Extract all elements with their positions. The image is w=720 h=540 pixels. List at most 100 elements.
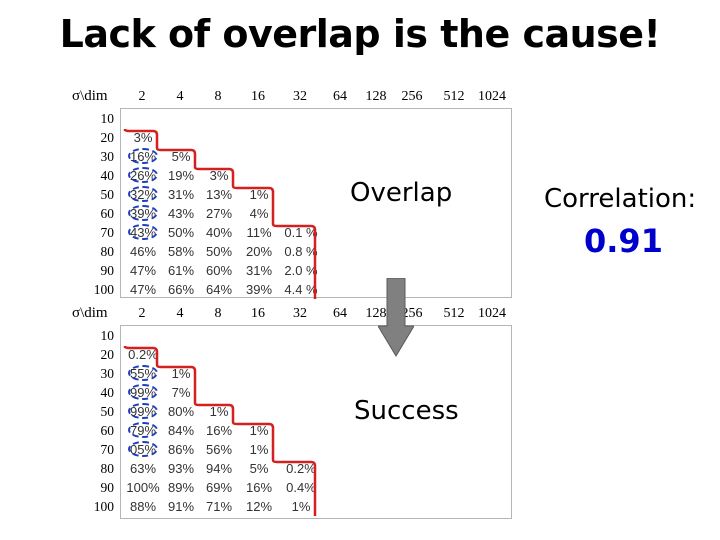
table-cell: 61% — [167, 263, 195, 278]
header-dim-32: 32 — [293, 89, 307, 104]
table-cell: 31% — [245, 263, 273, 278]
table-cell: 39% — [245, 282, 273, 297]
highlight-oval — [128, 403, 158, 419]
table-cell: 5% — [171, 149, 191, 164]
table-cell: 12% — [245, 499, 273, 514]
table-cell: 84% — [167, 423, 195, 438]
table-cell: 50% — [167, 225, 195, 240]
table-cell: 1% — [209, 404, 229, 419]
correlation-label: Correlation: — [544, 184, 697, 214]
table-cell: 0.4% — [286, 480, 316, 495]
table-cell: 46% — [129, 244, 157, 259]
staircase-path — [123, 345, 317, 516]
table-cell: 80% — [167, 404, 195, 419]
down-arrow-icon — [378, 278, 414, 357]
table-cell: 0.2% — [128, 347, 158, 362]
header-dim-1024: 1024 — [478, 89, 506, 104]
row-label-70: 70 — [100, 442, 115, 457]
highlight-oval — [128, 365, 158, 381]
table-cell: 19% — [167, 168, 195, 183]
header-sigma-dim-label: σ\dim — [72, 305, 108, 321]
row-label-80: 80 — [100, 461, 115, 476]
table-cell: 20% — [245, 244, 273, 259]
overlap-table-box: 3% 16% 5% 26% 19% 3% 32% 31% 13% 1% 39% 43% 27% 4% 43%… — [120, 108, 512, 299]
row-label-100: 100 — [93, 282, 114, 297]
table-cell: 1% — [171, 366, 191, 381]
success-table-header: σ\dim 2 4 8 16 32 64 128 256 512 1024 — [70, 303, 518, 325]
table-cell: 13% — [205, 187, 233, 202]
header-dim-128: 128 — [365, 306, 387, 321]
highlight-oval — [128, 186, 158, 202]
table-cell: 89% — [167, 480, 195, 495]
table-cell: 1% — [249, 442, 269, 457]
table-cell: 47% — [129, 282, 157, 297]
table-cell: 1% — [291, 499, 311, 514]
table-cell: 31% — [167, 187, 195, 202]
header-dim-32: 32 — [293, 306, 307, 321]
table-cell: 16% — [245, 480, 273, 495]
row-label-50: 50 — [100, 187, 115, 202]
highlight-oval — [128, 205, 158, 221]
table-cell: 0.8 % — [284, 244, 318, 259]
table-cell: 93% — [167, 461, 195, 476]
row-label-80: 80 — [100, 244, 115, 259]
overlap-table-header: σ\dim 2 4 8 16 32 64 128 256 512 1024 — [70, 86, 518, 108]
table-cell: 43% — [167, 206, 195, 221]
table-cell: 64% — [205, 282, 233, 297]
header-dim-2: 2 — [138, 89, 146, 104]
header-dim-64: 64 — [333, 306, 347, 321]
highlight-oval — [128, 384, 158, 400]
row-label-60: 60 — [100, 206, 115, 221]
row-label-30: 30 — [100, 149, 115, 164]
success-table-box: 0.2% 55% 1% 99% 7% 99% 80% 1% 79% 84% 16% 1% 05% 86% 5… — [120, 325, 512, 519]
table-cell: 100% — [126, 480, 160, 495]
header-dim-2: 2 — [138, 306, 146, 321]
header-dim-8: 8 — [214, 89, 222, 104]
table-cell: 16% — [205, 423, 233, 438]
table-cell: 66% — [167, 282, 195, 297]
header-dim-4: 4 — [176, 89, 184, 104]
table-cell: 56% — [205, 442, 233, 457]
header-dim-4: 4 — [176, 306, 184, 321]
table-cell: 86% — [167, 442, 195, 457]
row-label-90: 90 — [100, 263, 115, 278]
row-label-20: 20 — [100, 347, 115, 362]
table-cell: 4% — [249, 206, 269, 221]
row-label-20: 20 — [100, 130, 115, 145]
table-cell: 94% — [205, 461, 233, 476]
header-dim-256: 256 — [401, 306, 423, 321]
row-label-10: 10 — [100, 328, 115, 343]
table-cell: 40% — [205, 225, 233, 240]
header-dim-1024: 1024 — [478, 306, 506, 321]
table-cell: 3% — [133, 130, 153, 145]
highlight-oval — [128, 422, 158, 438]
table-cell: 1% — [249, 187, 269, 202]
table-cell: 58% — [167, 244, 195, 259]
table-cell: 4.4 % — [284, 282, 318, 297]
header-sigma-dim-label: σ\dim — [72, 88, 108, 104]
highlight-oval — [128, 167, 158, 183]
header-dim-512: 512 — [443, 306, 465, 321]
table-cell: 69% — [205, 480, 233, 495]
row-label-100: 100 — [93, 499, 114, 514]
row-label-60: 60 — [100, 423, 115, 438]
overlap-label: Overlap — [350, 178, 453, 208]
table-cell: 2.0 % — [284, 263, 318, 278]
table-cell: 1% — [249, 423, 269, 438]
table-cell: 3% — [209, 168, 229, 183]
row-label-90: 90 — [100, 480, 115, 495]
slide-title: Lack of overlap is the cause! — [59, 12, 661, 56]
header-dim-128: 128 — [365, 89, 387, 104]
row-label-40: 40 — [100, 168, 115, 183]
table-cell: 47% — [129, 263, 157, 278]
table-cell: 27% — [205, 206, 233, 221]
table-cell: 60% — [205, 263, 233, 278]
header-dim-8: 8 — [214, 306, 222, 321]
header-dim-16: 16 — [251, 89, 265, 104]
table-cell: 50% — [205, 244, 233, 259]
table-cell: 88% — [129, 499, 157, 514]
staircase-boundary-line — [123, 345, 317, 516]
header-dim-16: 16 — [251, 306, 265, 321]
header-dim-512: 512 — [443, 89, 465, 104]
overlap-table-panel: σ\dim 2 4 8 16 32 64 128 256 512 1024 3% 16% 5% 26% 19… — [70, 86, 518, 299]
